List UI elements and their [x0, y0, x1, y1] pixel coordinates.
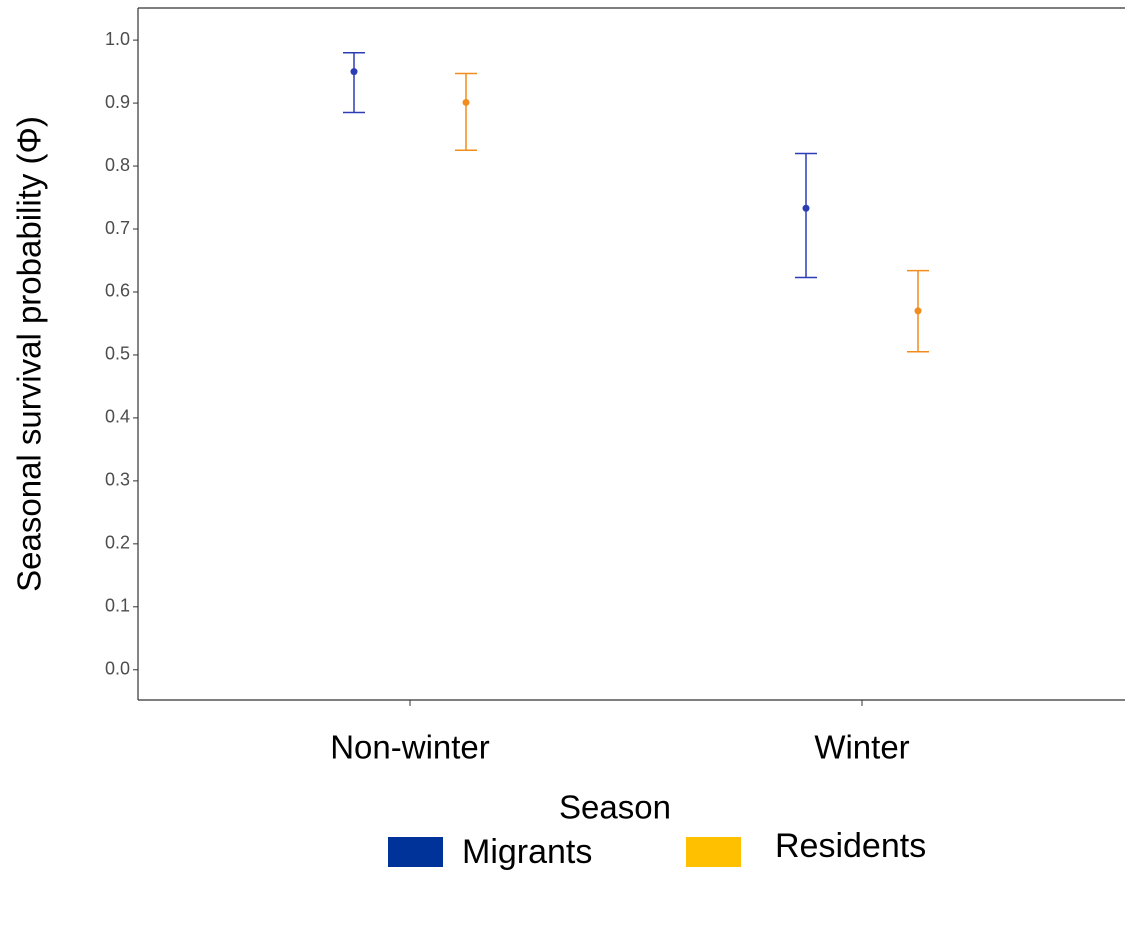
- legend-swatch: [686, 837, 741, 867]
- y-tick-label: 0.1: [105, 596, 130, 616]
- point: [462, 98, 470, 106]
- x-tick-label: Winter: [814, 729, 909, 766]
- legend-label: Residents: [775, 827, 926, 865]
- legend-label: Migrants: [462, 833, 592, 871]
- y-axis-title: Seasonal survival probability (Φ): [11, 116, 48, 592]
- y-tick-label: 0.9: [105, 92, 130, 112]
- point: [914, 307, 922, 315]
- y-tick-label: 0.0: [105, 659, 130, 679]
- y-tick-label: 0.7: [105, 218, 130, 238]
- y-tick-label: 0.5: [105, 344, 130, 364]
- y-tick-label: 0.8: [105, 155, 130, 175]
- point: [350, 68, 358, 76]
- y-tick-label: 0.6: [105, 281, 130, 301]
- y-tick-label: 1.0: [105, 29, 130, 49]
- x-tick-label: Non-winter: [330, 729, 490, 766]
- y-tick-label: 0.3: [105, 470, 130, 490]
- legend-swatch: [388, 837, 443, 867]
- y-tick-label: 0.2: [105, 533, 130, 553]
- point: [802, 204, 810, 212]
- y-tick-label: 0.4: [105, 407, 130, 427]
- x-axis-title: Season: [559, 789, 671, 826]
